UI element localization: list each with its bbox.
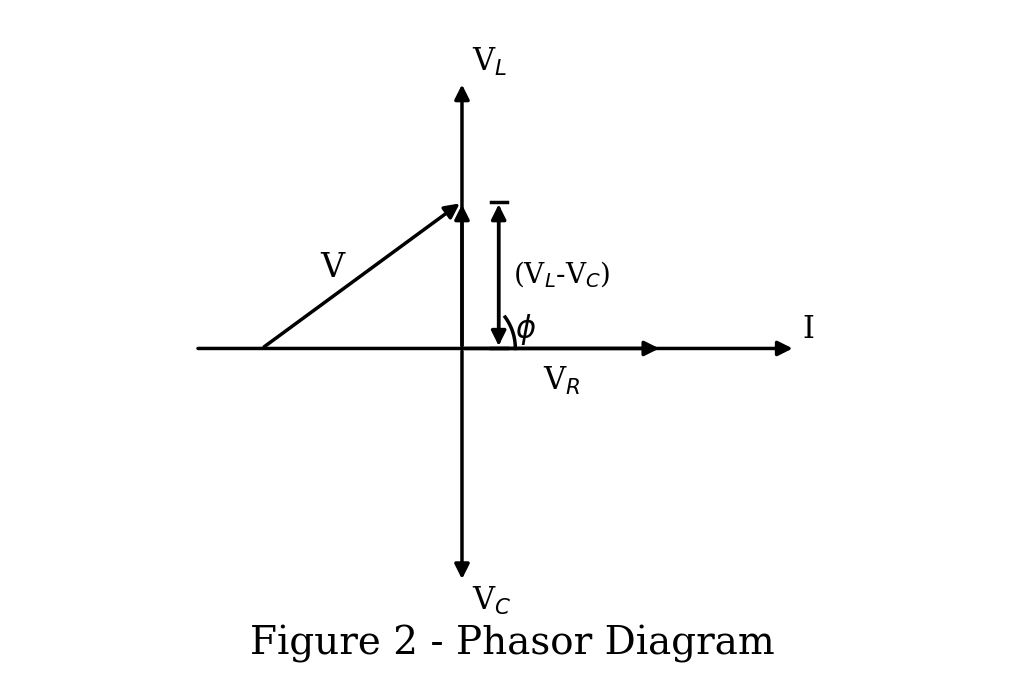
Text: Figure 2 - Phasor Diagram: Figure 2 - Phasor Diagram: [250, 625, 774, 663]
Text: (V$_L$-V$_C$): (V$_L$-V$_C$): [513, 260, 610, 290]
Text: V$_L$: V$_L$: [472, 46, 507, 78]
Text: V$_R$: V$_R$: [544, 365, 581, 397]
Text: V$_C$: V$_C$: [472, 585, 511, 617]
Text: $\phi$: $\phi$: [515, 312, 536, 348]
Text: V: V: [319, 252, 344, 285]
Text: I: I: [802, 314, 814, 345]
